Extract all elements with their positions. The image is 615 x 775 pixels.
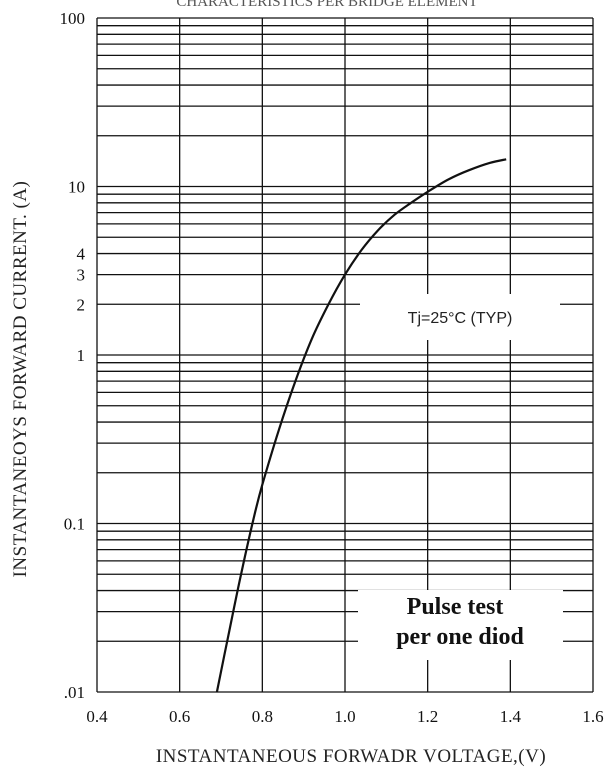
per-one-diod-label: per one diod [396, 624, 524, 650]
y-tick-label: 10 [68, 178, 85, 197]
series-line [215, 158, 507, 693]
pulse-test-label: Pulse test [407, 594, 504, 620]
x-tick-label: 1.4 [500, 707, 522, 726]
x-tick-label: 1.6 [582, 707, 603, 726]
x-tick-label: 0.8 [252, 707, 273, 726]
x-axis-label: INSTANTANEOUS FORWADR VOLTAGE,(V) [156, 746, 546, 767]
y-tick-label: 4 [77, 245, 86, 264]
y-axis-label: INSTANTANEOYS FORWARD CURRENT. (A) [10, 181, 31, 578]
y-tick-label: 3 [77, 266, 86, 285]
x-tick-label: 0.4 [86, 707, 108, 726]
note-label-bg [358, 590, 563, 660]
y-tick-label: 2 [77, 295, 86, 314]
y-tick-label: .01 [64, 683, 85, 702]
y-tick-label: 100 [60, 9, 86, 28]
condition-label: Tj=25°C (TYP) [408, 310, 513, 327]
x-tick-label: 1.0 [334, 707, 355, 726]
x-tick-labels: 0.4 0.6 0.8 1.0 1.2 1.4 1.6 [86, 707, 603, 726]
y-tick-label: 0.1 [64, 515, 85, 534]
x-tick-label: 1.2 [417, 707, 438, 726]
condition-label-bg [360, 294, 560, 340]
grid-lines [96, 17, 594, 693]
y-tick-label: 1 [77, 346, 86, 365]
x-tick-label: 0.6 [169, 707, 190, 726]
chart-title: CHARACTERISTICS PER BRIDGE ELEMENT [176, 0, 477, 10]
y-tick-labels: 100 10 4 3 2 1 0.1 .01 [60, 9, 86, 702]
